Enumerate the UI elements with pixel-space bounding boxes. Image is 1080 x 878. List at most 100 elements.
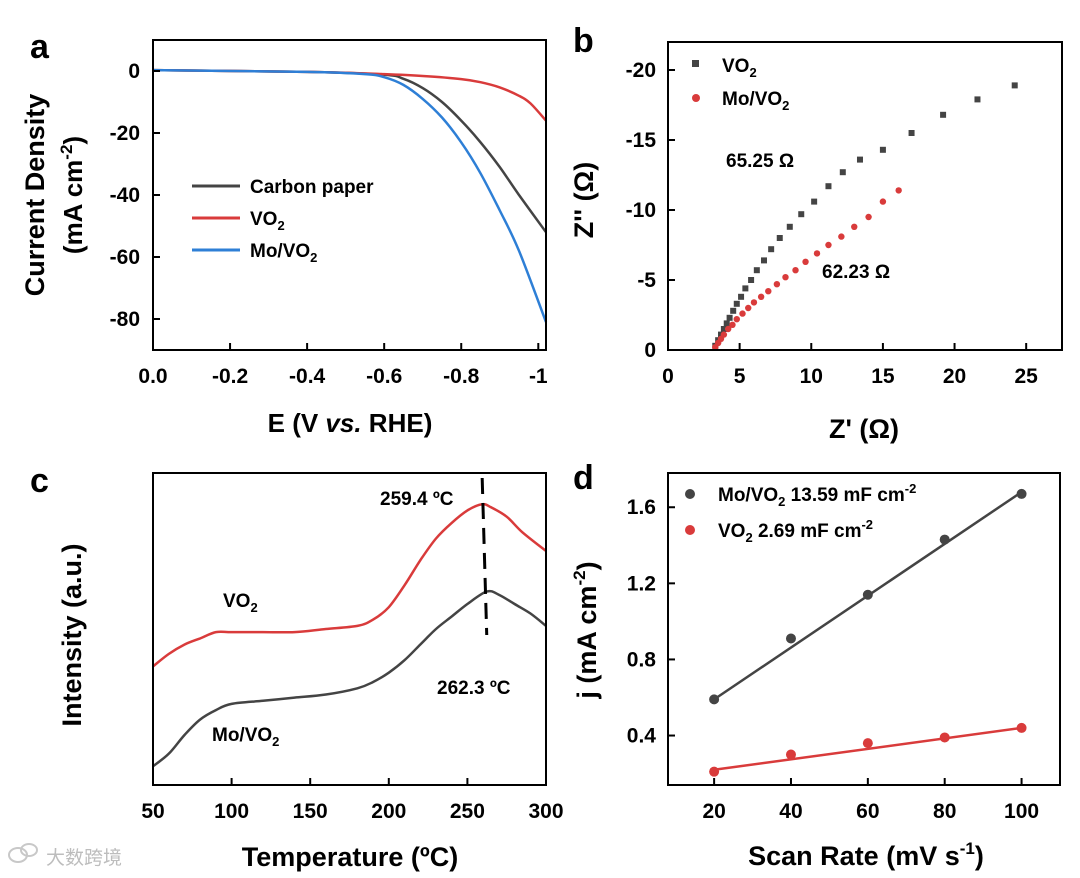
- data-point-mo-vo2-9: [750, 299, 758, 306]
- panel-b-frame: [667, 41, 1063, 351]
- panel-c-frame: [152, 472, 547, 786]
- series-line-vo2: [152, 68, 547, 122]
- panel-d-y-axis-label: j (mA cm-2): [570, 561, 602, 699]
- data-point-vo2-0: [709, 766, 720, 777]
- legend-label-carbon-paper: Carbon paper: [250, 177, 374, 198]
- data-point-vo2-14: [776, 235, 783, 241]
- panel-a-y-tick-label-20: -20: [110, 122, 140, 145]
- panel-b-y-tick-label-15: -15: [626, 129, 657, 152]
- panel-c-y-axis-label: Intensity (a.u.): [57, 543, 87, 726]
- watermark-text: 大数跨境: [46, 847, 122, 869]
- data-point-mo-vo2-4: [724, 325, 732, 333]
- fit-line-vo2: [713, 726, 1022, 772]
- data-point-vo2-3: [720, 326, 727, 332]
- panel-a-x-tick-label-0-4: -0.4: [289, 365, 326, 388]
- data-point-vo2-6: [730, 307, 737, 314]
- curve-label-vo2: VO2: [223, 591, 258, 615]
- panel-b-x-axis-label: Z' (Ω): [829, 414, 899, 444]
- panel-b-y-tick-label-5: -5: [637, 269, 656, 292]
- series-line-mo-vo2: [152, 68, 548, 323]
- panel-b-x-tick-label-10: 10: [800, 365, 823, 388]
- data-point-vo2-2: [862, 738, 873, 749]
- data-point-mo-vo2-19: [851, 223, 858, 230]
- panel-a-x-axis-label: E (V vs. RHE): [268, 408, 433, 438]
- legend-label-mo-vo2: Mo/VO2: [722, 89, 789, 113]
- panel-d-y-tick-label-0-8: 0.8: [627, 648, 657, 671]
- annotation-62-23-ohm: 62.23 Ω: [822, 262, 890, 283]
- annotation-259-4-c: 259.4 ºC: [380, 489, 454, 510]
- data-point-mo-vo2-8: [745, 304, 752, 312]
- legend-marker-vo2: [685, 525, 695, 535]
- panel-c-x-tick-label-50: 50: [141, 800, 164, 823]
- data-point-vo2-21: [879, 146, 886, 153]
- data-point-vo2-24: [974, 96, 981, 103]
- panel-a-y-tick-label-60: -60: [110, 246, 140, 269]
- panel-b-y-tick-label-10: -10: [626, 199, 656, 222]
- panel-letter-c: c: [30, 462, 49, 500]
- data-point-mo-vo2-15: [802, 258, 809, 265]
- panel-b: 0 5 10 15 20 25 0 -5 -10 -15 -20 VO2 Mo/VO2 65.25 …: [569, 41, 1063, 444]
- panel-a-x-tick-label-0-0: 0.0: [138, 365, 167, 388]
- panel-d-y-tick-label-0-4: 0.4: [627, 725, 657, 748]
- panel-c-x-axis-label: Temperature (ºC): [242, 842, 458, 872]
- panel-b-x-tick-label-0: 0: [662, 365, 674, 388]
- data-point-vo2-23: [940, 111, 947, 118]
- legend-label-mo-vo2: Mo/VO2 13.59 mF cm-2: [718, 481, 916, 509]
- data-point-vo2-7: [733, 300, 740, 307]
- data-point-mo-vo2-12: [773, 281, 781, 288]
- panel-c-x-tick-label-200: 200: [371, 800, 406, 823]
- legend-label-mo-vo2: Mo/VO2: [250, 241, 317, 265]
- panel-b-y-tick-label-20: -20: [626, 59, 656, 82]
- data-point-mo-vo2-1: [785, 633, 796, 644]
- panel-b-x-tick-label-25: 25: [1015, 365, 1039, 388]
- panel-c-x-tick-label-300: 300: [528, 800, 563, 823]
- data-point-mo-vo2-2: [862, 589, 873, 600]
- data-point-vo2-19: [839, 169, 846, 176]
- panel-a-x-tick-label-0-8: -0.8: [443, 365, 480, 388]
- data-point-vo2-1: [785, 749, 796, 760]
- data-point-mo-vo2-4: [1016, 488, 1027, 499]
- data-point-vo2-20: [856, 156, 863, 163]
- panel-d-y-tick-label-1-6: 1.6: [627, 496, 656, 519]
- panel-d-x-tick-label-20: 20: [702, 800, 725, 823]
- series-line-carbon-paper: [152, 68, 548, 233]
- data-point-mo-vo2-21: [879, 198, 887, 205]
- panel-c: 50 100 150 200 250 300 VO2 Mo/VO2 259.4 ºC 26…: [57, 472, 564, 872]
- panel-d-x-tick-label-60: 60: [856, 800, 879, 823]
- data-point-mo-vo2-13: [782, 274, 789, 281]
- panel-d-x-tick-label-100: 100: [1004, 800, 1039, 823]
- data-point-mo-vo2-20: [865, 213, 872, 221]
- panel-a-x-tick-label-0-2: -0.2: [212, 365, 248, 388]
- data-point-mo-vo2-10: [757, 293, 765, 300]
- data-point-mo-vo2-22: [895, 187, 902, 194]
- data-point-mo-vo2-0: [709, 694, 720, 705]
- annotation-262-3-c: 262.3 ºC: [437, 678, 511, 699]
- data-point-vo2-8: [738, 293, 745, 300]
- data-point-mo-vo2-16: [813, 250, 821, 257]
- data-point-mo-vo2-17: [825, 241, 832, 249]
- annotation-65-25-ohm: 65.25 Ω: [726, 151, 794, 172]
- legend-label-vo2: VO2 2.69 mF cm-2: [718, 517, 873, 545]
- data-point-mo-vo2-3: [939, 534, 950, 545]
- data-point-mo-vo2-5: [729, 321, 736, 328]
- data-point-vo2-18: [825, 183, 832, 190]
- legend-marker-vo2: [692, 60, 699, 67]
- data-point-vo2-16: [798, 211, 805, 218]
- data-point-vo2-11: [753, 267, 760, 274]
- panel-a-y-axis-label-line1: Current Density: [20, 94, 50, 297]
- data-point-mo-vo2-11: [765, 288, 772, 295]
- panel-c-x-tick-label-150: 150: [293, 800, 328, 823]
- legend-marker-mo-vo2: [692, 94, 700, 102]
- data-point-vo2-12: [760, 257, 767, 264]
- panel-d-x-tick-label-80: 80: [933, 800, 956, 823]
- data-point-vo2-25: [1011, 82, 1018, 89]
- data-point-vo2-3: [939, 732, 950, 743]
- data-point-vo2-15: [786, 223, 793, 230]
- wechat-icon: [8, 843, 38, 863]
- legend-marker-mo-vo2: [685, 489, 695, 499]
- data-point-vo2-5: [726, 314, 733, 321]
- panel-b-x-tick-label-20: 20: [943, 365, 966, 388]
- data-point-mo-vo2-14: [792, 267, 799, 274]
- data-point-vo2-17: [811, 198, 818, 205]
- data-point-vo2-4: [1016, 722, 1027, 733]
